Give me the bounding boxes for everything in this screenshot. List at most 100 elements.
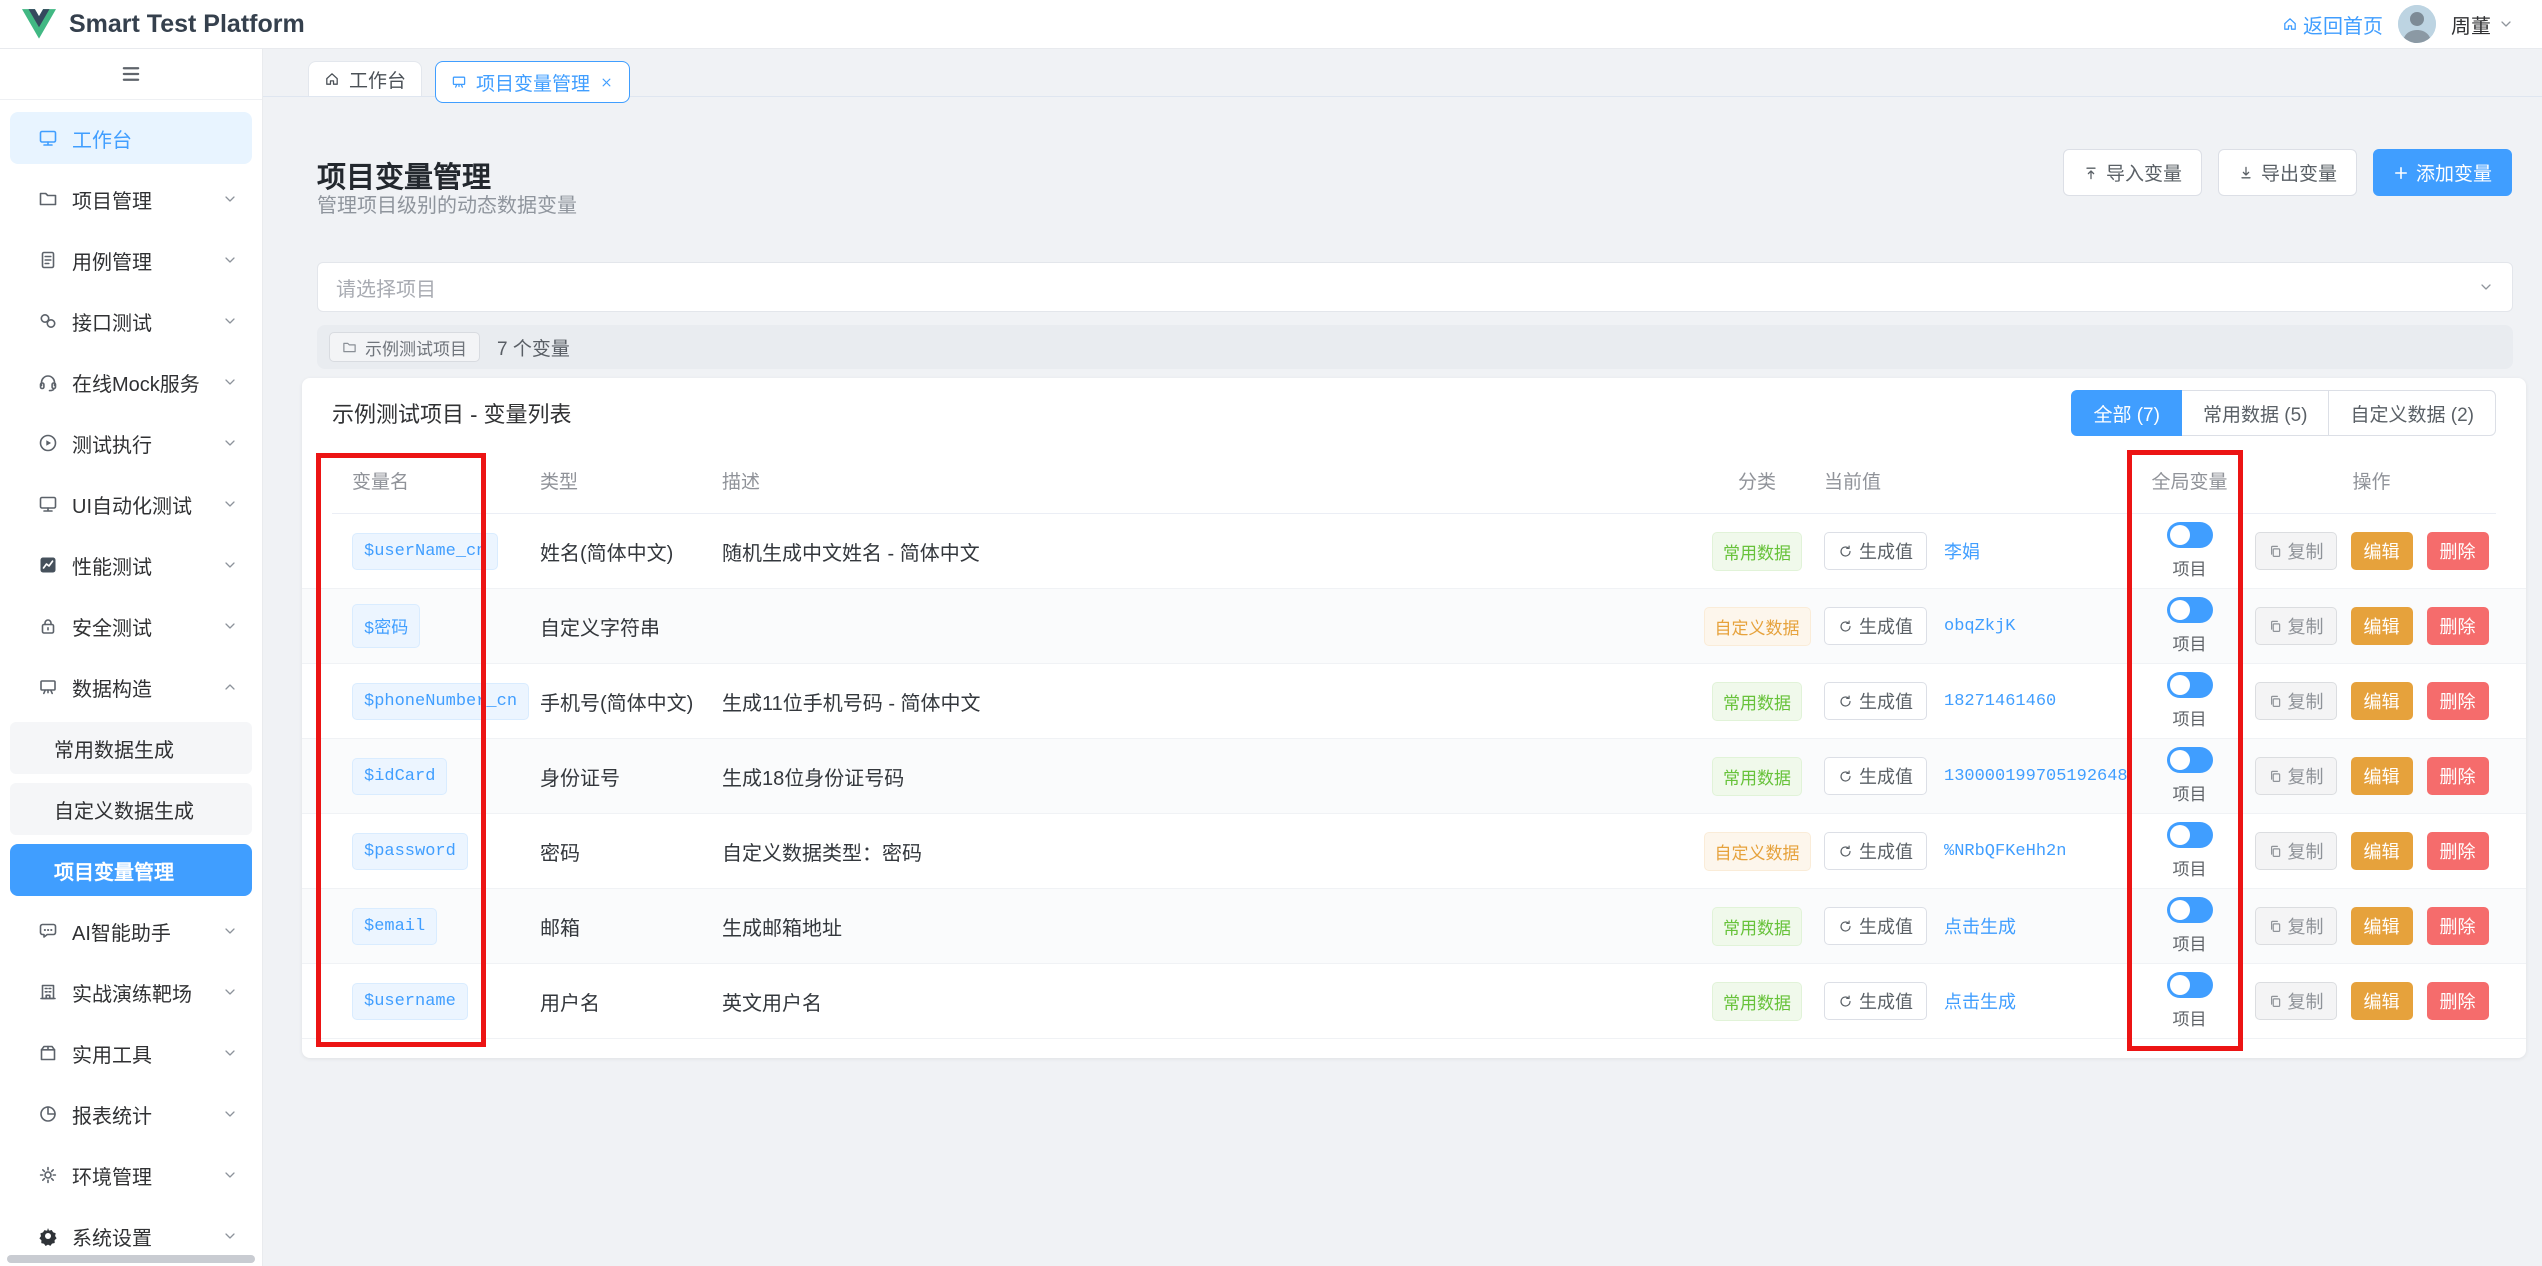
global-variable-toggle[interactable]	[2166, 822, 2213, 848]
play-icon	[38, 433, 58, 453]
global-variable-toggle[interactable]	[2166, 672, 2213, 698]
edit-button[interactable]: 编辑	[2350, 982, 2413, 1020]
back-home-link[interactable]: 返回首页	[2282, 10, 2383, 39]
card-title: 示例测试项目 - 变量列表	[332, 402, 572, 427]
variable-name-tag: $idCard	[352, 757, 448, 795]
sidebar-item-label: 安全测试	[72, 617, 152, 640]
variable-count: 7 个变量	[497, 338, 570, 360]
sidebar-item-workbench[interactable]: 工作台	[10, 112, 252, 164]
back-home-label: 返回首页	[2303, 15, 2383, 38]
global-variable-toggle[interactable]	[2166, 597, 2213, 623]
generate-value-button[interactable]: 生成值	[1824, 907, 1927, 945]
download-icon	[2238, 165, 2254, 181]
generate-value-button[interactable]: 生成值	[1824, 982, 1927, 1020]
copy-button[interactable]: 复制	[2254, 607, 2337, 645]
click-to-generate-link[interactable]: 点击生成	[1944, 992, 2016, 1012]
sidebar-item-practice-range[interactable]: 实战演练靶场	[10, 966, 252, 1018]
main-content: 项目变量管理 管理项目级别的动态数据变量 导入变量 导出变量 添加变量 请选择项…	[263, 97, 2542, 1266]
copy-button[interactable]: 复制	[2254, 907, 2337, 945]
generate-value-label: 生成值	[1859, 842, 1913, 862]
sidebar-horizontal-scrollbar[interactable]	[7, 1255, 255, 1263]
sidebar-item-security-test[interactable]: 安全测试	[10, 600, 252, 652]
filter-tab-all[interactable]: 全部 (7)	[2071, 390, 2182, 436]
global-variable-cell: 项目	[2132, 972, 2247, 1030]
edit-button[interactable]: 编辑	[2350, 532, 2413, 570]
sidebar-item-ui-automation[interactable]: UI自动化测试	[10, 478, 252, 530]
generate-value-button[interactable]: 生成值	[1824, 532, 1927, 570]
current-value-cell: 生成值 点击生成	[1812, 907, 2132, 945]
delete-button[interactable]: 删除	[2426, 757, 2489, 795]
avatar[interactable]	[2398, 5, 2436, 43]
delete-button[interactable]: 删除	[2426, 607, 2489, 645]
copy-button[interactable]: 复制	[2254, 682, 2337, 720]
variable-name-tag: $password	[352, 832, 468, 870]
copy-button[interactable]: 复制	[2254, 757, 2337, 795]
edit-button[interactable]: 编辑	[2350, 607, 2413, 645]
delete-button[interactable]: 删除	[2426, 532, 2489, 570]
project-select[interactable]: 请选择项目	[317, 262, 2513, 312]
tab-project-variable-mgmt[interactable]: 项目变量管理	[435, 61, 631, 103]
sidebar-item-label: 常用数据生成	[54, 739, 174, 762]
add-variable-button[interactable]: 添加变量	[2372, 149, 2512, 196]
category-cell: 自定义数据	[1702, 831, 1812, 871]
generate-value-button[interactable]: 生成值	[1824, 682, 1927, 720]
sidebar-item-env-mgmt[interactable]: 环境管理	[10, 1149, 252, 1201]
scope-label: 项目	[2172, 560, 2207, 579]
filter-tab-custom[interactable]: 自定义数据 (2)	[2328, 390, 2496, 436]
sidebar-item-custom-data-gen[interactable]: 自定义数据生成	[10, 783, 252, 835]
edit-button[interactable]: 编辑	[2350, 907, 2413, 945]
sidebar-item-case-mgmt[interactable]: 用例管理	[10, 234, 252, 286]
description-cell: 生成18位身份证号码	[722, 767, 905, 790]
filter-tab-common[interactable]: 常用数据 (5)	[2180, 390, 2330, 436]
delete-button[interactable]: 删除	[2426, 907, 2489, 945]
sidebar-item-test-execution[interactable]: 测试执行	[10, 417, 252, 469]
delete-button[interactable]: 删除	[2426, 682, 2489, 720]
actions-cell: 复制 编辑 删除	[2247, 907, 2496, 945]
document-icon	[38, 250, 58, 270]
global-variable-toggle[interactable]	[2166, 747, 2213, 773]
table-row: $phoneNumber_cn 手机号(简体中文) 生成11位手机号码 - 简体中文…	[302, 664, 2526, 739]
click-to-generate-link[interactable]: 点击生成	[1944, 917, 2016, 937]
sidebar-item-project-variable-mgmt[interactable]: 项目变量管理	[10, 844, 252, 896]
delete-button[interactable]: 删除	[2426, 832, 2489, 870]
fold-icon	[119, 62, 143, 86]
delete-button[interactable]: 删除	[2426, 982, 2489, 1020]
close-icon[interactable]	[599, 75, 614, 90]
sidebar-item-mock-service[interactable]: 在线Mock服务	[10, 356, 252, 408]
sidebar-item-label: UI自动化测试	[72, 495, 192, 518]
sidebar-item-ai-assistant[interactable]: AI智能助手	[10, 905, 252, 957]
project-tag[interactable]: 示例测试项目	[329, 332, 480, 362]
sidebar-item-system-settings[interactable]: 系统设置	[10, 1210, 252, 1262]
sidebar-collapse-button[interactable]	[0, 49, 262, 100]
global-variable-toggle[interactable]	[2166, 897, 2213, 923]
card-header: 示例测试项目 - 变量列表 全部 (7) 常用数据 (5) 自定义数据 (2)	[302, 378, 2526, 448]
current-value-cell: 生成值 %NRbQFKeHh2n	[1812, 832, 2132, 870]
chevron-down-icon	[222, 984, 238, 1000]
global-variable-toggle[interactable]	[2166, 972, 2213, 998]
sidebar-item-report-stats[interactable]: 报表统计	[10, 1088, 252, 1140]
description-cell: 生成邮箱地址	[722, 917, 842, 940]
edit-button[interactable]: 编辑	[2350, 757, 2413, 795]
sidebar-item-api-test[interactable]: 接口测试	[10, 295, 252, 347]
export-variables-button[interactable]: 导出变量	[2217, 149, 2357, 196]
generate-value-button[interactable]: 生成值	[1824, 757, 1927, 795]
copy-button[interactable]: 复制	[2254, 532, 2337, 570]
sidebar-item-performance-test[interactable]: 性能测试	[10, 539, 252, 591]
edit-button[interactable]: 编辑	[2350, 682, 2413, 720]
import-variables-button[interactable]: 导入变量	[2062, 149, 2202, 196]
sidebar-item-utilities[interactable]: 实用工具	[10, 1027, 252, 1079]
copy-icon	[2268, 694, 2283, 709]
sidebar-item-data-construct[interactable]: 数据构造	[10, 661, 252, 713]
copy-button[interactable]: 复制	[2254, 982, 2337, 1020]
generate-value-button[interactable]: 生成值	[1824, 607, 1927, 645]
tab-workbench[interactable]: 工作台	[308, 61, 423, 96]
copy-button[interactable]: 复制	[2254, 832, 2337, 870]
edit-button[interactable]: 编辑	[2350, 832, 2413, 870]
generate-value-button[interactable]: 生成值	[1824, 832, 1927, 870]
sidebar-item-common-data-gen[interactable]: 常用数据生成	[10, 722, 252, 774]
user-name: 周董	[2451, 15, 2491, 38]
sidebar-item-project-mgmt[interactable]: 项目管理	[10, 173, 252, 225]
global-variable-toggle[interactable]	[2166, 522, 2213, 548]
chevron-up-icon	[222, 679, 238, 695]
user-menu[interactable]: 周董	[2451, 10, 2514, 39]
